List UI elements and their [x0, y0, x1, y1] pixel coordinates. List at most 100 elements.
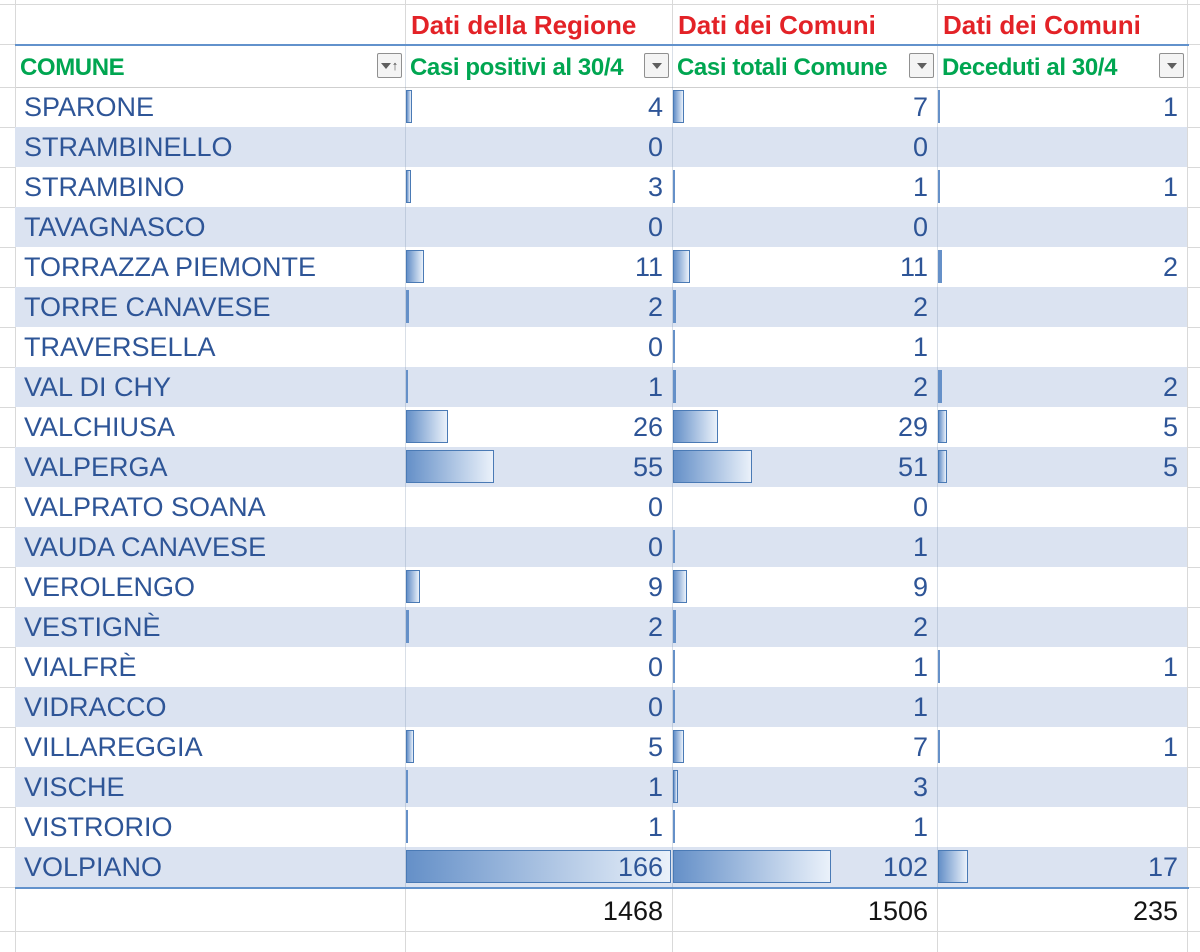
casi-totali-filter-button[interactable] [909, 53, 934, 78]
gridline [1187, 367, 1200, 368]
deceduti-cell[interactable] [937, 127, 1187, 167]
deceduti-cell[interactable] [937, 527, 1187, 567]
comune-cell[interactable]: SPARONE [24, 92, 155, 122]
casi-totali-cell[interactable]: 0 [672, 207, 937, 247]
comune-sort-filter-button[interactable]: ↑ [377, 53, 402, 78]
comune-cell[interactable]: VALCHIUSA [24, 412, 176, 442]
casi-positivi-cell[interactable]: 1 [405, 367, 672, 407]
casi-positivi-cell[interactable]: 0 [405, 327, 672, 367]
deceduti-cell[interactable]: 1 [937, 87, 1187, 127]
gridline [1187, 207, 1200, 208]
casi-totali-cell[interactable]: 2 [672, 367, 937, 407]
casi-positivi-cell[interactable]: 26 [405, 407, 672, 447]
deceduti-cell[interactable]: 5 [937, 407, 1187, 447]
gridline [405, 887, 406, 952]
deceduti-cell[interactable]: 17 [937, 847, 1187, 887]
casi-totali-cell[interactable]: 29 [672, 407, 937, 447]
comune-cell[interactable]: VEROLENGO [24, 572, 196, 602]
deceduti-cell[interactable] [937, 767, 1187, 807]
casi-positivi-cell[interactable]: 0 [405, 487, 672, 527]
casi-positivi-cell[interactable]: 2 [405, 607, 672, 647]
deceduti-cell[interactable] [937, 207, 1187, 247]
casi-totali-cell[interactable]: 1 [672, 527, 937, 567]
casi-positivi-cell[interactable]: 9 [405, 567, 672, 607]
casi-positivi-value: 5 [647, 732, 663, 762]
deceduti-cell[interactable] [937, 487, 1187, 527]
deceduti-cell[interactable]: 5 [937, 447, 1187, 487]
deceduti-cell[interactable] [937, 567, 1187, 607]
deceduti-cell[interactable] [937, 607, 1187, 647]
comune-cell[interactable]: VAL DI CHY [24, 372, 172, 402]
casi-positivi-cell[interactable]: 0 [405, 687, 672, 727]
comune-cell[interactable]: VIDRACCO [24, 692, 167, 722]
comune-cell[interactable]: VAUDA CANAVESE [24, 532, 267, 562]
casi-positivi-cell[interactable]: 5 [405, 727, 672, 767]
deceduti-cell[interactable] [937, 327, 1187, 367]
casi-totali-cell[interactable]: 1 [672, 167, 937, 207]
casi-totali-cell[interactable]: 3 [672, 767, 937, 807]
deceduti-cell[interactable] [937, 687, 1187, 727]
total-casi-positivi[interactable]: 1468 [602, 896, 663, 926]
data-bar [938, 170, 940, 203]
total-deceduti[interactable]: 235 [1132, 896, 1178, 926]
deceduti-cell[interactable]: 1 [937, 727, 1187, 767]
casi-totali-cell[interactable]: 2 [672, 287, 937, 327]
casi-totali-cell[interactable]: 102 [672, 847, 937, 887]
deceduti-filter-button[interactable] [1159, 53, 1184, 78]
casi-positivi-cell[interactable]: 3 [405, 167, 672, 207]
casi-positivi-filter-button[interactable] [644, 53, 669, 78]
deceduti-cell[interactable]: 2 [937, 367, 1187, 407]
casi-totali-cell[interactable]: 0 [672, 487, 937, 527]
casi-totali-cell[interactable]: 0 [672, 127, 937, 167]
comune-cell[interactable]: VESTIGNÈ [24, 612, 161, 642]
comune-cell[interactable]: VOLPIANO [24, 852, 163, 882]
casi-totali-cell[interactable]: 11 [672, 247, 937, 287]
casi-positivi-cell[interactable]: 0 [405, 527, 672, 567]
casi-positivi-cell[interactable]: 166 [405, 847, 672, 887]
casi-totali-cell[interactable]: 1 [672, 807, 937, 847]
deceduti-cell[interactable] [937, 807, 1187, 847]
comune-cell[interactable]: VIALFRÈ [24, 652, 137, 682]
comune-cell[interactable]: VISCHE [24, 772, 125, 802]
casi-positivi-cell[interactable]: 0 [405, 127, 672, 167]
data-bar [673, 410, 718, 443]
total-casi-totali[interactable]: 1506 [867, 896, 928, 926]
comune-cell[interactable]: VISTRORIO [24, 812, 173, 842]
comune-cell[interactable]: TORRAZZA PIEMONTE [24, 252, 317, 282]
casi-totali-value: 3 [912, 772, 928, 802]
comune-cell[interactable]: TORRE CANAVESE [24, 292, 271, 322]
group-header-dati-comuni-2: Dati dei Comuni [943, 10, 1141, 40]
casi-totali-cell[interactable]: 1 [672, 327, 937, 367]
deceduti-cell[interactable]: 1 [937, 647, 1187, 687]
casi-positivi-cell[interactable]: 2 [405, 287, 672, 327]
casi-totali-cell[interactable]: 9 [672, 567, 937, 607]
deceduti-cell[interactable]: 2 [937, 247, 1187, 287]
deceduti-cell[interactable]: 1 [937, 167, 1187, 207]
casi-positivi-cell[interactable]: 4 [405, 87, 672, 127]
comune-cell[interactable]: TRAVERSELLA [24, 332, 216, 362]
casi-totali-cell[interactable]: 51 [672, 447, 937, 487]
casi-positivi-cell[interactable]: 1 [405, 767, 672, 807]
comune-cell[interactable]: VALPERGA [24, 452, 168, 482]
casi-positivi-cell[interactable]: 0 [405, 207, 672, 247]
casi-totali-cell[interactable]: 7 [672, 87, 937, 127]
table-row: TAVAGNASCO 0 0 [15, 207, 1187, 247]
comune-cell[interactable]: VALPRATO SOANA [24, 492, 266, 522]
casi-totali-cell[interactable]: 7 [672, 727, 937, 767]
casi-positivi-cell[interactable]: 1 [405, 807, 672, 847]
comune-cell[interactable]: TAVAGNASCO [24, 212, 206, 242]
comune-cell[interactable]: STRAMBINELLO [24, 132, 233, 162]
casi-totali-cell[interactable]: 1 [672, 647, 937, 687]
deceduti-cell[interactable] [937, 287, 1187, 327]
data-bar [406, 730, 414, 763]
casi-totali-cell[interactable]: 2 [672, 607, 937, 647]
casi-positivi-cell[interactable]: 0 [405, 647, 672, 687]
casi-totali-cell[interactable]: 1 [672, 687, 937, 727]
casi-positivi-cell[interactable]: 55 [405, 447, 672, 487]
comune-cell[interactable]: VILLAREGGIA [24, 732, 203, 762]
casi-positivi-cell[interactable]: 11 [405, 247, 672, 287]
deceduti-value: 5 [1162, 412, 1178, 442]
column-header-deceduti-label: Deceduti al 30/4 [942, 54, 1118, 81]
gridline [1187, 847, 1200, 848]
comune-cell[interactable]: STRAMBINO [24, 172, 185, 202]
